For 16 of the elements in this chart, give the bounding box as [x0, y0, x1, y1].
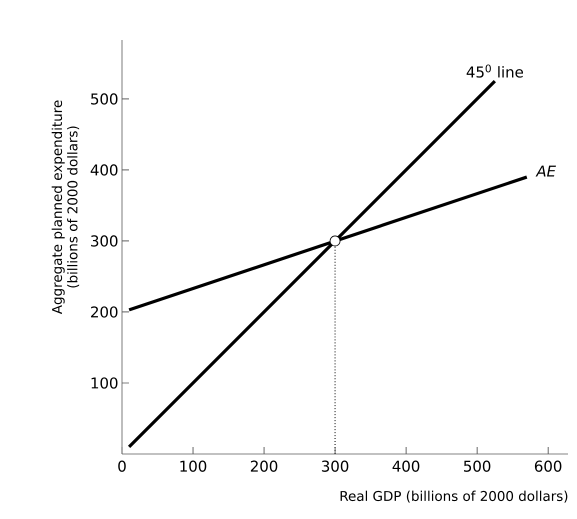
y-tick-label: 300 — [91, 235, 118, 247]
y-tick-label: 100 — [92, 377, 118, 389]
x-tick-label: 400 — [392, 460, 420, 472]
y-tick-label: 500 — [91, 93, 118, 105]
series-label: AE — [536, 166, 556, 176]
y-axis-title: Aggregate planned expenditure (billions of 2000 dollars) — [52, 100, 80, 314]
y-tick-label: 400 — [90, 164, 118, 176]
x-axis-title: Real GDP (billions of 2000 dollars) — [340, 490, 568, 503]
x-tick-label: 200 — [250, 460, 278, 472]
x-tick-label: 300 — [322, 460, 348, 472]
y-tick-label: 200 — [91, 306, 118, 318]
x-tick-label: 0 — [118, 460, 126, 472]
x-tick-label: 100 — [180, 460, 206, 472]
x-tick-label: 600 — [534, 460, 562, 472]
series-label: 45$^{0}$ line — [466, 64, 524, 78]
x-tick-label: 500 — [464, 460, 490, 472]
